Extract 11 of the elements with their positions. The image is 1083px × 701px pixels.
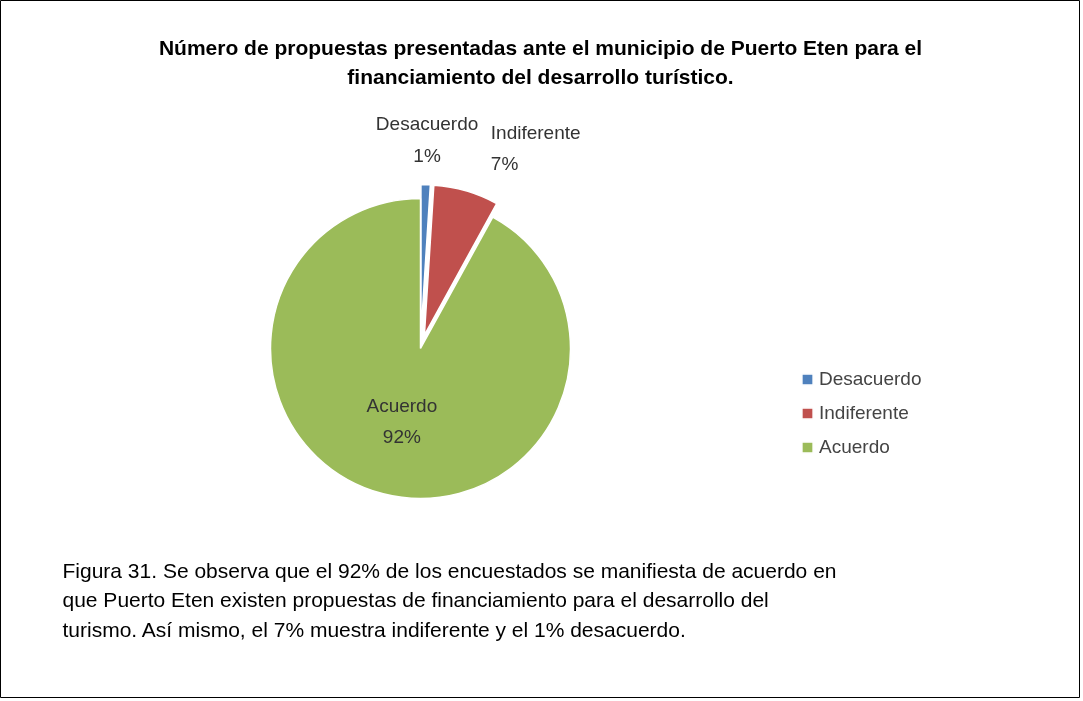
slice-label: Desacuerdo [375,113,479,135]
legend-label: Desacuerdo [819,368,922,390]
text: Figura 31. Se observa que el 92% de los encuestados se manifiesta de acuerdo en que Puerto Eten existen propuestas de financiamiento para el desarrollo del turismo. Así mismo, el 7% muestra indiferente y el 1% desacuerdo. [62,558,837,642]
slice-label: Acuerdo [366,394,438,416]
slice-label: Indiferente [490,121,581,143]
legend-label: Acuerdo [819,436,890,458]
data-label: 1% [413,144,441,166]
data-label: 92% [382,426,421,448]
legend-label: Indiferente [819,402,909,424]
chart-title: Número de propuestas presentadas ante el municipio de Puerto Eten para el financiamiento del desarrollo turístico. [158,35,923,89]
data-label: 7% [490,153,519,175]
